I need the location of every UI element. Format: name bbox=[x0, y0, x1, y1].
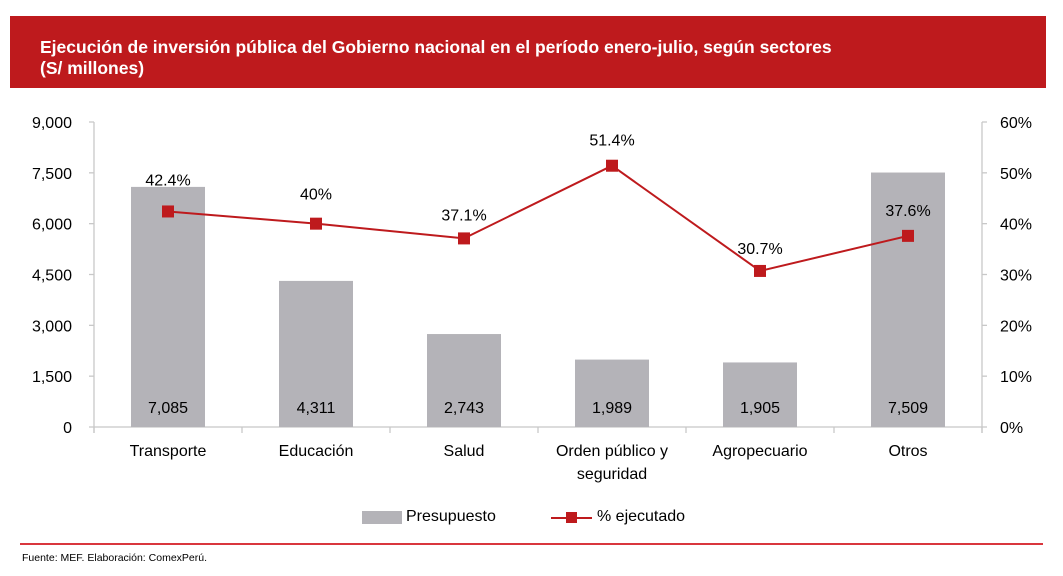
x-category-label: Otros bbox=[888, 443, 927, 460]
legend-swatch-bar bbox=[362, 510, 402, 524]
footer-divider bbox=[20, 543, 1043, 545]
legend-label-ejecutado: % ejecutado bbox=[597, 508, 686, 525]
line-value-label: 51.4% bbox=[589, 133, 634, 150]
bar bbox=[723, 362, 797, 427]
bar-value-label: 7,085 bbox=[148, 400, 188, 417]
y-left-tick-label: 6,000 bbox=[32, 217, 72, 234]
axes: 0 1,500 3,000 4,500 6,000 7,500 9,000 0% 10% 20% 3… bbox=[32, 115, 1032, 483]
line-marker bbox=[606, 159, 618, 172]
line-marker bbox=[458, 232, 470, 245]
line-path bbox=[167, 164, 909, 273]
y-left-tick-label: 4,500 bbox=[32, 268, 72, 285]
x-category-label: Salud bbox=[444, 443, 485, 460]
legend: Presupuesto % ejecutado bbox=[0, 508, 1063, 530]
legend-swatch-line-marker bbox=[551, 511, 592, 524]
line-marker bbox=[754, 264, 766, 277]
y-left-tick-label: 9,000 bbox=[32, 115, 72, 132]
line-marker bbox=[162, 205, 174, 218]
x-category-label: Transporte bbox=[130, 443, 207, 460]
legend-item-ejecutado: % ejecutado bbox=[551, 508, 685, 526]
line-value-label: 42.4% bbox=[145, 172, 190, 189]
y-left-tick-label: 3,000 bbox=[32, 318, 72, 335]
y-left-tick-label: 0 bbox=[63, 420, 72, 437]
x-category-label: Educación bbox=[279, 443, 354, 460]
bar-value-label: 1,989 bbox=[592, 400, 632, 417]
line-marker bbox=[310, 217, 322, 230]
chart-header: Ejecución de inversión pública del Gobie… bbox=[10, 16, 1046, 88]
y-right-tick-label: 50% bbox=[1000, 166, 1032, 183]
y-right-tick-label: 20% bbox=[1000, 318, 1032, 335]
x-category-label: seguridad bbox=[577, 466, 647, 483]
line-value-label: 30.7% bbox=[737, 241, 782, 258]
y-right-tick-label: 0% bbox=[1000, 420, 1023, 437]
bar-value-label: 7,509 bbox=[888, 400, 928, 417]
y-right-tick-label: 40% bbox=[1000, 217, 1032, 234]
y-right-tick-label: 10% bbox=[1000, 369, 1032, 386]
x-category-label: Orden público y bbox=[556, 443, 668, 460]
bar bbox=[427, 334, 501, 427]
y-left-tick-label: 1,500 bbox=[32, 369, 72, 386]
bar bbox=[279, 280, 353, 427]
bar-value-label: 1,905 bbox=[740, 400, 780, 417]
y-right-tick-label: 60% bbox=[1000, 115, 1032, 132]
x-category-label: Agropecuario bbox=[712, 443, 807, 460]
chart-title: Ejecución de inversión pública del Gobie… bbox=[40, 37, 832, 78]
line-value-label: 37.1% bbox=[441, 207, 486, 224]
line-value-label: 40% bbox=[300, 187, 332, 204]
bar bbox=[131, 186, 205, 427]
y-left-tick-label: 7,500 bbox=[32, 166, 72, 183]
legend-item-presupuesto: Presupuesto bbox=[362, 508, 496, 526]
line-value-label: 37.6% bbox=[885, 203, 930, 220]
bar-value-label: 2,743 bbox=[444, 400, 484, 417]
bar-series-presupuesto bbox=[131, 172, 945, 427]
source-note: Fuente: MEF. Elaboración: ComexPerú. bbox=[22, 552, 208, 564]
bar-value-label: 4,311 bbox=[297, 400, 336, 417]
legend-label-presupuesto: Presupuesto bbox=[406, 508, 496, 525]
bar bbox=[575, 359, 649, 427]
y-right-tick-label: 30% bbox=[1000, 268, 1032, 285]
line-marker bbox=[902, 229, 914, 242]
line-series-ejecutado bbox=[162, 159, 914, 277]
bar bbox=[871, 172, 945, 427]
data-labels: 7,085 4,311 2,743 1,989 1,905 7,509 42.4% 40% 37… bbox=[145, 133, 930, 417]
